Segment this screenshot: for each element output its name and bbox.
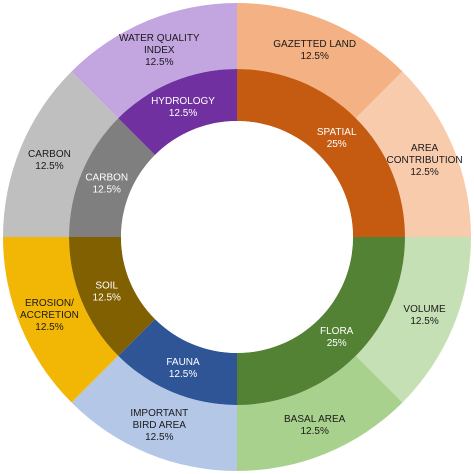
outer-label-line: EROSION/ (25, 298, 74, 309)
inner-label-flora: FLORA 25% (320, 326, 354, 349)
outer-label-gazetted-land: GAZETTED LAND 12.5% (273, 39, 356, 62)
outer-label-line: 12.5% (410, 316, 438, 327)
outer-label-basal-area: BASAL AREA 12.5% (284, 414, 346, 437)
outer-label-line: 12.5% (145, 57, 173, 68)
inner-label-line: 25% (327, 139, 347, 150)
outer-slice-area-contribution (355, 71, 471, 237)
inner-slice-hydrology (118, 69, 237, 155)
outer-label-line: 12.5% (145, 432, 173, 443)
outer-label-line: CONTRIBUTION (386, 155, 462, 166)
outer-label-carbon: CARBON 12.5% (28, 149, 71, 172)
inner-label-line: 12.5% (93, 185, 121, 196)
outer-label-area-contribution: AREA CONTRIBUTION 12.5% (386, 143, 462, 178)
inner-label-line: FLORA (320, 326, 354, 337)
outer-slice-gazetted-land (237, 3, 403, 119)
inner-label-line: FAUNA (166, 357, 200, 368)
outer-slice-water-quality-index (71, 2, 237, 119)
center-hole (121, 121, 353, 353)
inner-label-line: 12.5% (169, 369, 197, 380)
inner-slice-soil (69, 237, 155, 356)
inner-slice-flora (237, 237, 405, 405)
outer-label-volume: VOLUME 12.5% (403, 304, 446, 327)
outer-slice-erosion-accretion (2, 237, 119, 403)
inner-label-line: SOIL (95, 280, 118, 291)
outer-label-line: VOLUME (403, 304, 446, 315)
outer-label-line: 12.5% (301, 51, 329, 62)
outer-label-line: 12.5% (35, 322, 63, 333)
inner-label-line: HYDROLOGY (151, 96, 215, 107)
inner-label-soil: SOIL 12.5% (93, 280, 121, 303)
inner-ring (69, 69, 405, 405)
inner-label-line: CARBON (85, 173, 128, 184)
outer-label-water-quality-index: WATER QUALITY INDEX 12.5% (119, 33, 200, 68)
inner-label-spatial: SPATIAL 25% (317, 127, 357, 150)
outer-ring (2, 2, 471, 471)
outer-slice-volume (355, 237, 471, 403)
outer-label-line: INDEX (144, 45, 175, 56)
outer-label-line: AREA (411, 143, 439, 154)
inner-label-line: 12.5% (169, 108, 197, 119)
outer-label-line: BIRD AREA (133, 420, 187, 431)
outer-label-line: ACCRETION (20, 310, 79, 321)
inner-label-carbon: CARBON 12.5% (85, 173, 128, 196)
outer-label-line: IMPORTANT (130, 408, 188, 419)
inner-slice-fauna (118, 319, 237, 405)
outer-label-important-bird-area: IMPORTANT BIRD AREA 12.5% (130, 408, 188, 443)
outer-label-line: BASAL AREA (284, 414, 346, 425)
outer-label-erosion-accretion: EROSION/ACCRETION 12.5% (20, 298, 79, 333)
outer-slice-carbon (3, 71, 119, 237)
outer-slice-basal-area (237, 355, 403, 471)
outer-slice-important-bird-area (71, 355, 237, 471)
inner-label-hydrology: HYDROLOGY 12.5% (151, 96, 215, 119)
outer-label-line: CARBON (28, 149, 71, 160)
inner-slice-carbon (69, 118, 155, 237)
inner-label-line: 25% (327, 338, 347, 349)
segment-labels: GAZETTED LAND 12.5%AREA CONTRIBUTION 12.5%V… (20, 33, 463, 443)
outer-label-line: 12.5% (35, 161, 63, 172)
outer-label-line: 12.5% (410, 167, 438, 178)
inner-label-line: 12.5% (93, 292, 121, 303)
outer-label-line: 12.5% (301, 426, 329, 437)
inner-label-line: SPATIAL (317, 127, 357, 138)
inner-slice-spatial (237, 69, 405, 237)
outer-label-line: GAZETTED LAND (273, 39, 356, 50)
outer-label-line: WATER QUALITY (119, 33, 200, 44)
inner-label-fauna: FAUNA 12.5% (166, 357, 200, 380)
